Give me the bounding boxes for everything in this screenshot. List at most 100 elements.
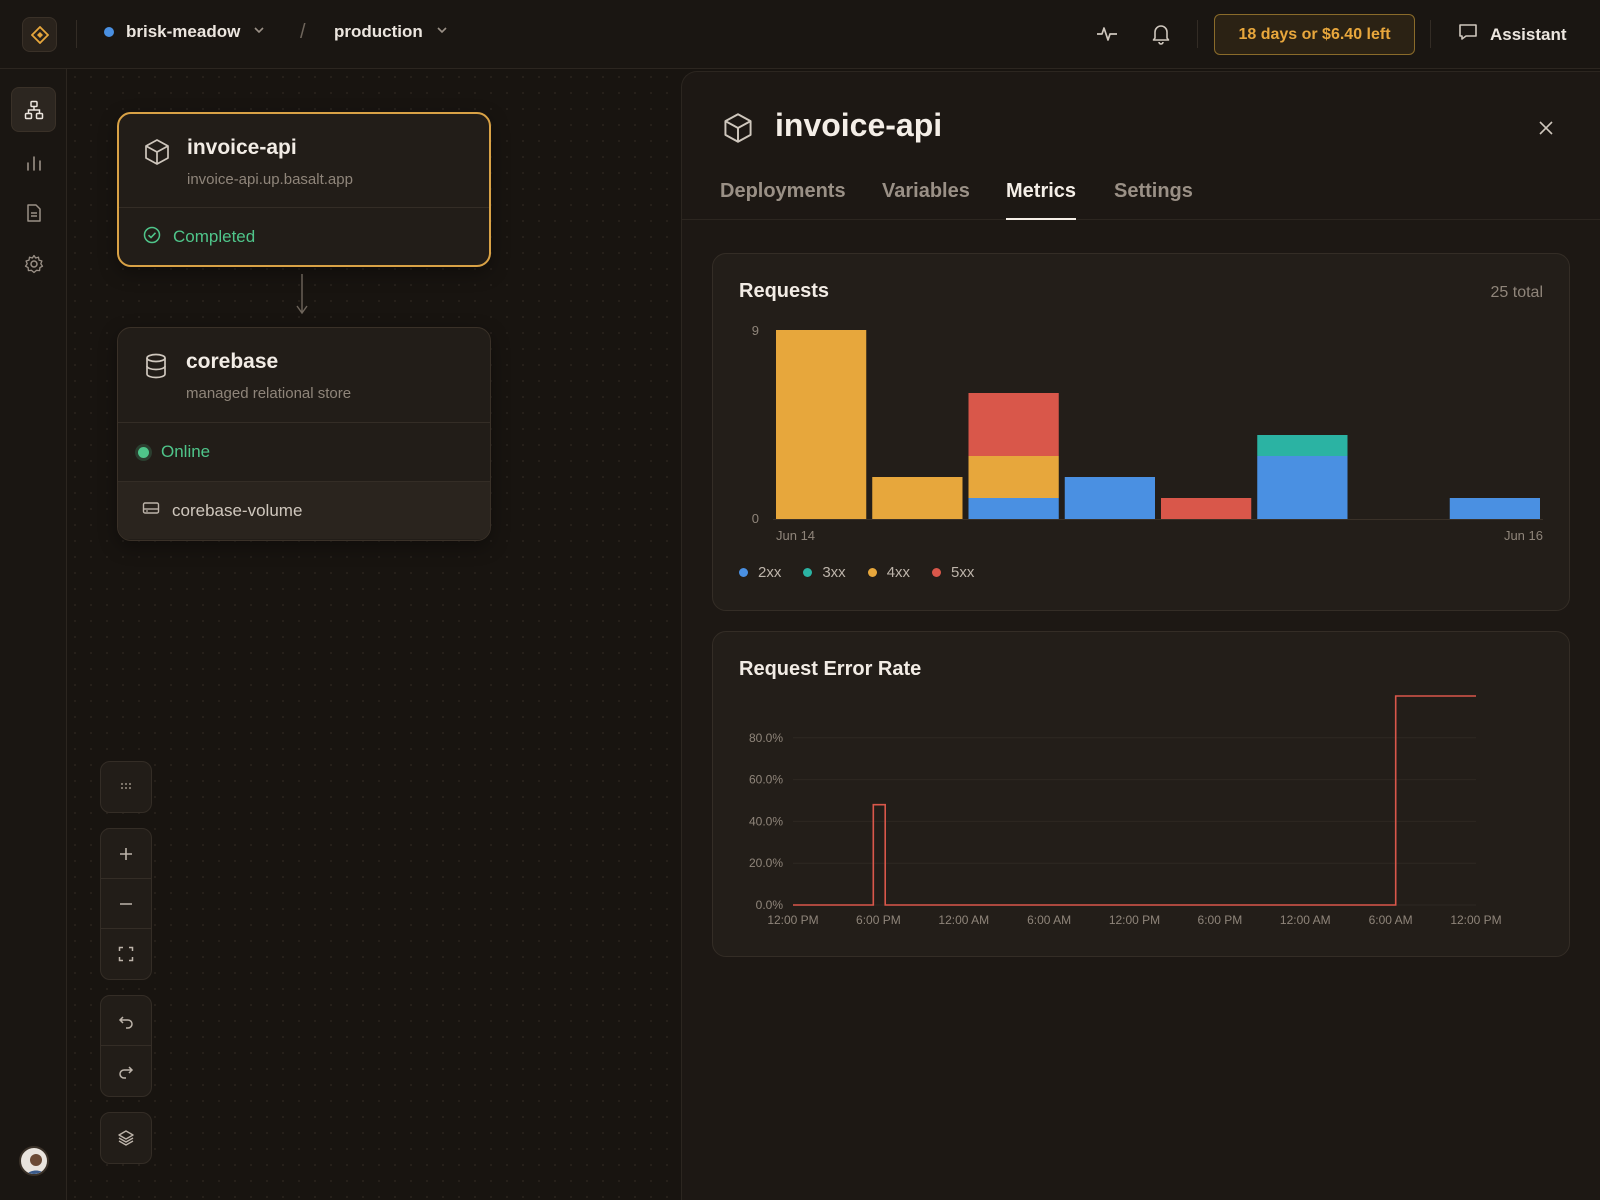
database-description: managed relational store bbox=[186, 385, 352, 402]
service-domain: invoice-api.up.basalt.app bbox=[187, 171, 353, 188]
check-circle-icon bbox=[143, 226, 161, 249]
service-card-invoice-api[interactable]: invoice-api invoice-api.up.basalt.app Co… bbox=[117, 112, 491, 267]
architecture-icon[interactable] bbox=[11, 87, 56, 132]
bar-segment-2xx bbox=[1257, 456, 1348, 519]
database-status: Online bbox=[118, 423, 490, 481]
database-name: corebase bbox=[186, 350, 279, 373]
error-rate-chart: 0.0% 20.0% 40.0% 60.0% 80.0% 12:00 PM 6:00 PM 1… bbox=[749, 695, 1502, 927]
grid-toggle[interactable] bbox=[100, 761, 152, 813]
legend-label: 4xx bbox=[886, 564, 911, 581]
y-tick-label: 80.0% bbox=[749, 731, 783, 745]
chat-icon bbox=[1458, 22, 1478, 47]
legend-dot bbox=[867, 568, 877, 577]
activity-icon[interactable] bbox=[1095, 22, 1119, 46]
history-controls bbox=[100, 995, 152, 1097]
legend-label: 2xx bbox=[758, 564, 782, 581]
divider bbox=[1430, 20, 1431, 48]
bar-segment-2xx bbox=[1064, 477, 1155, 519]
tab-metrics[interactable]: Metrics bbox=[1006, 180, 1077, 220]
avatar[interactable] bbox=[19, 1146, 49, 1176]
bar-segment-2xx bbox=[968, 498, 1059, 519]
close-icon[interactable] bbox=[1534, 116, 1558, 140]
hard-drive-icon bbox=[142, 499, 160, 522]
bar-segment-4xx bbox=[968, 456, 1059, 498]
zoom-controls bbox=[100, 828, 152, 980]
x-tick-label: Jun 14 bbox=[776, 528, 815, 543]
status-label: Online bbox=[161, 442, 211, 461]
y-tick-label: 60.0% bbox=[749, 773, 783, 787]
x-tick-label: 12:00 AM bbox=[1280, 913, 1331, 927]
x-tick-label: 6:00 PM bbox=[1198, 913, 1243, 927]
requests-total: 25 total bbox=[1490, 284, 1543, 301]
gear-icon[interactable] bbox=[11, 241, 56, 286]
logo-icon[interactable] bbox=[22, 17, 57, 52]
legend-label: 3xx bbox=[822, 564, 846, 581]
y-tick-label: 9 bbox=[752, 323, 759, 338]
chevron-down-icon bbox=[252, 22, 266, 42]
left-rail bbox=[0, 69, 67, 1200]
y-tick-label: 40.0% bbox=[749, 814, 783, 828]
status-dot bbox=[138, 446, 149, 458]
layers-control bbox=[100, 1112, 152, 1164]
assistant-button[interactable]: Assistant bbox=[1458, 22, 1567, 47]
zoom-in-button[interactable] bbox=[101, 829, 151, 879]
bell-icon[interactable] bbox=[1149, 22, 1173, 46]
legend-dot bbox=[739, 568, 748, 577]
chart-legend: 2xx 3xx 4xx 5xx bbox=[739, 564, 974, 581]
tab-deployments[interactable]: Deployments bbox=[720, 180, 846, 202]
legend-item: 4xx bbox=[867, 564, 911, 581]
x-tick-label: 6:00 AM bbox=[1027, 913, 1071, 927]
tab-variables[interactable]: Variables bbox=[882, 180, 970, 202]
legend-item: 3xx bbox=[803, 564, 846, 581]
x-tick-label: 6:00 PM bbox=[856, 913, 901, 927]
package-icon bbox=[143, 138, 171, 171]
project-switcher[interactable]: brisk-meadow bbox=[104, 22, 266, 42]
x-tick-label: 12:00 AM bbox=[938, 913, 989, 927]
error-rate-line bbox=[793, 695, 1476, 906]
layers-icon[interactable] bbox=[101, 1113, 151, 1163]
x-tick-label: 6:00 AM bbox=[1369, 913, 1413, 927]
fit-view-button[interactable] bbox=[101, 929, 151, 979]
volume-row[interactable]: corebase-volume bbox=[118, 481, 490, 539]
y-tick-label: 0 bbox=[752, 511, 759, 526]
grid-icon[interactable] bbox=[101, 762, 151, 812]
trial-badge[interactable]: 18 days or $6.40 left bbox=[1214, 14, 1415, 55]
observability-icon[interactable] bbox=[11, 140, 56, 185]
redo-button[interactable] bbox=[101, 1046, 151, 1096]
legend-dot bbox=[803, 568, 813, 577]
bar-segment-3xx bbox=[1257, 435, 1348, 456]
service-detail-panel: invoice-api Deployments Variables Metric… bbox=[681, 71, 1600, 1200]
y-tick-label: 0.0% bbox=[756, 898, 784, 912]
zoom-out-button[interactable] bbox=[101, 879, 151, 929]
x-tick-label: 12:00 PM bbox=[767, 913, 818, 927]
panel-title: invoice-api bbox=[775, 107, 943, 143]
legend-item: 2xx bbox=[739, 564, 781, 581]
chart-title: Request Error Rate bbox=[739, 658, 922, 680]
environment-switcher[interactable]: production bbox=[334, 22, 449, 42]
environment-name: production bbox=[334, 22, 423, 41]
panel-tabs: Deployments Variables Metrics Settings bbox=[682, 172, 1600, 220]
top-bar: brisk-meadow / production 18 days or $6.… bbox=[0, 0, 1600, 69]
x-tick-label: 12:00 PM bbox=[1109, 913, 1160, 927]
deployment-status: Completed bbox=[119, 208, 489, 265]
divider bbox=[76, 20, 77, 48]
chart-title: Requests bbox=[739, 280, 830, 302]
divider bbox=[1197, 20, 1198, 48]
bar-segment-2xx bbox=[1449, 498, 1540, 519]
project-name: brisk-meadow bbox=[126, 22, 241, 41]
tab-settings[interactable]: Settings bbox=[1114, 180, 1193, 202]
status-label: Completed bbox=[173, 227, 256, 246]
bar-segment-5xx bbox=[968, 393, 1059, 456]
project-canvas[interactable]: invoice-api invoice-api.up.basalt.app Co… bbox=[67, 69, 681, 1200]
undo-button[interactable] bbox=[101, 996, 151, 1046]
connection-arrow bbox=[295, 274, 309, 321]
database-card-corebase[interactable]: corebase managed relational store Online… bbox=[117, 327, 491, 541]
requests-chart: 9 0 Jun 14 Jun 16 bbox=[752, 323, 1543, 543]
legend-dot bbox=[932, 568, 942, 577]
logs-icon[interactable] bbox=[11, 190, 56, 235]
legend-label: 5xx bbox=[951, 564, 975, 581]
legend-item: 5xx bbox=[932, 564, 974, 581]
error-rate-chart-card: Request Error Rate 0.0% 20.0% 40.0% 60.0% 80… bbox=[712, 631, 1570, 957]
volume-name: corebase-volume bbox=[172, 500, 303, 520]
project-color-dot bbox=[104, 27, 114, 37]
